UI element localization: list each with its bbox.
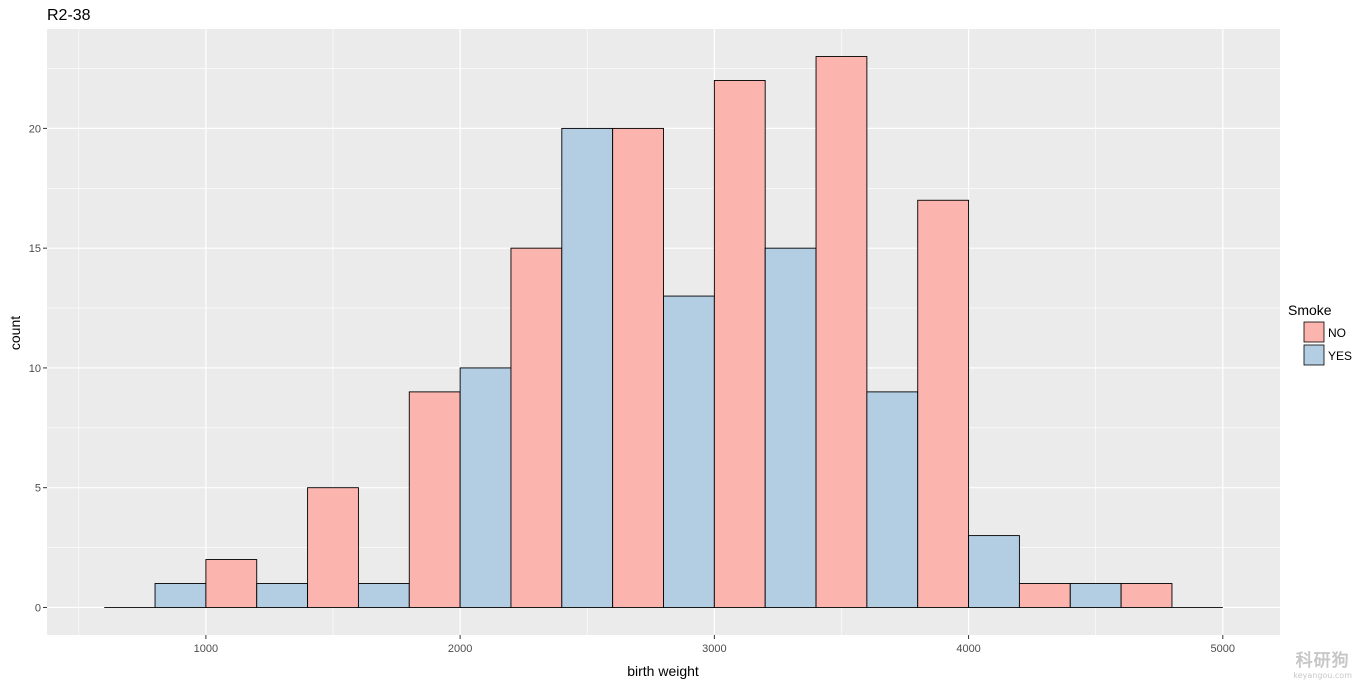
bar-yes-4000 bbox=[968, 535, 1020, 608]
x-tick-label: 2000 bbox=[448, 643, 472, 655]
y-tick-label: 20 bbox=[29, 123, 41, 135]
bar-no-4600 bbox=[1120, 583, 1173, 608]
bar-no-2600 bbox=[612, 127, 664, 608]
y-tick-label: 15 bbox=[29, 243, 41, 255]
bar-yes-2000 bbox=[459, 367, 512, 608]
x-axis-title: birth weight bbox=[627, 663, 699, 679]
watermark-sub-text: keyangou.com bbox=[1293, 671, 1352, 680]
watermark-main-text: 科研狗 bbox=[1295, 651, 1350, 671]
bar-yes-1200 bbox=[256, 583, 309, 608]
bar-no-1000 bbox=[205, 559, 258, 608]
bar-no-3800 bbox=[917, 199, 970, 608]
y-tick-label: 5 bbox=[35, 483, 41, 495]
bar-no-4200 bbox=[1018, 583, 1071, 608]
bar-no-1800 bbox=[408, 391, 461, 608]
y-axis-title: count bbox=[7, 316, 23, 350]
watermark-logo: 科研狗 keyangou.com bbox=[1293, 646, 1352, 680]
x-tick-label: 3000 bbox=[702, 643, 726, 655]
y-tick-label: 10 bbox=[29, 363, 41, 375]
bar-yes-1600 bbox=[357, 583, 410, 608]
bar-yes-3600 bbox=[866, 391, 919, 608]
bar-no-3400 bbox=[815, 56, 868, 608]
bar-yes-800 bbox=[154, 583, 207, 608]
y-axis-ticks: 0 5 10 15 20 bbox=[29, 123, 47, 614]
x-tick-label: 5000 bbox=[1211, 643, 1235, 655]
legend-title: Smoke bbox=[1288, 302, 1332, 318]
legend-key-no bbox=[1303, 321, 1325, 343]
bar-yes-4400 bbox=[1069, 583, 1122, 608]
legend-label-yes: YES bbox=[1328, 349, 1352, 363]
bar-yes-3200 bbox=[764, 247, 817, 608]
bar-yes-2400 bbox=[561, 127, 614, 608]
bars bbox=[104, 56, 1223, 608]
legend: Smoke NO YES bbox=[1288, 302, 1352, 366]
chart-title: R2-38 bbox=[47, 7, 91, 24]
bar-yes-2800 bbox=[663, 295, 715, 608]
legend-key-yes bbox=[1303, 344, 1325, 366]
bar-no-2200 bbox=[510, 247, 563, 608]
bar-no-3000 bbox=[713, 80, 766, 608]
y-tick-label: 0 bbox=[35, 602, 41, 614]
legend-label-no: NO bbox=[1328, 326, 1346, 340]
x-tick-label: 1000 bbox=[194, 643, 218, 655]
bar-no-1400 bbox=[307, 487, 359, 608]
x-tick-label: 4000 bbox=[956, 643, 980, 655]
x-axis-ticks: 1000 2000 3000 4000 5000 bbox=[194, 635, 1235, 655]
